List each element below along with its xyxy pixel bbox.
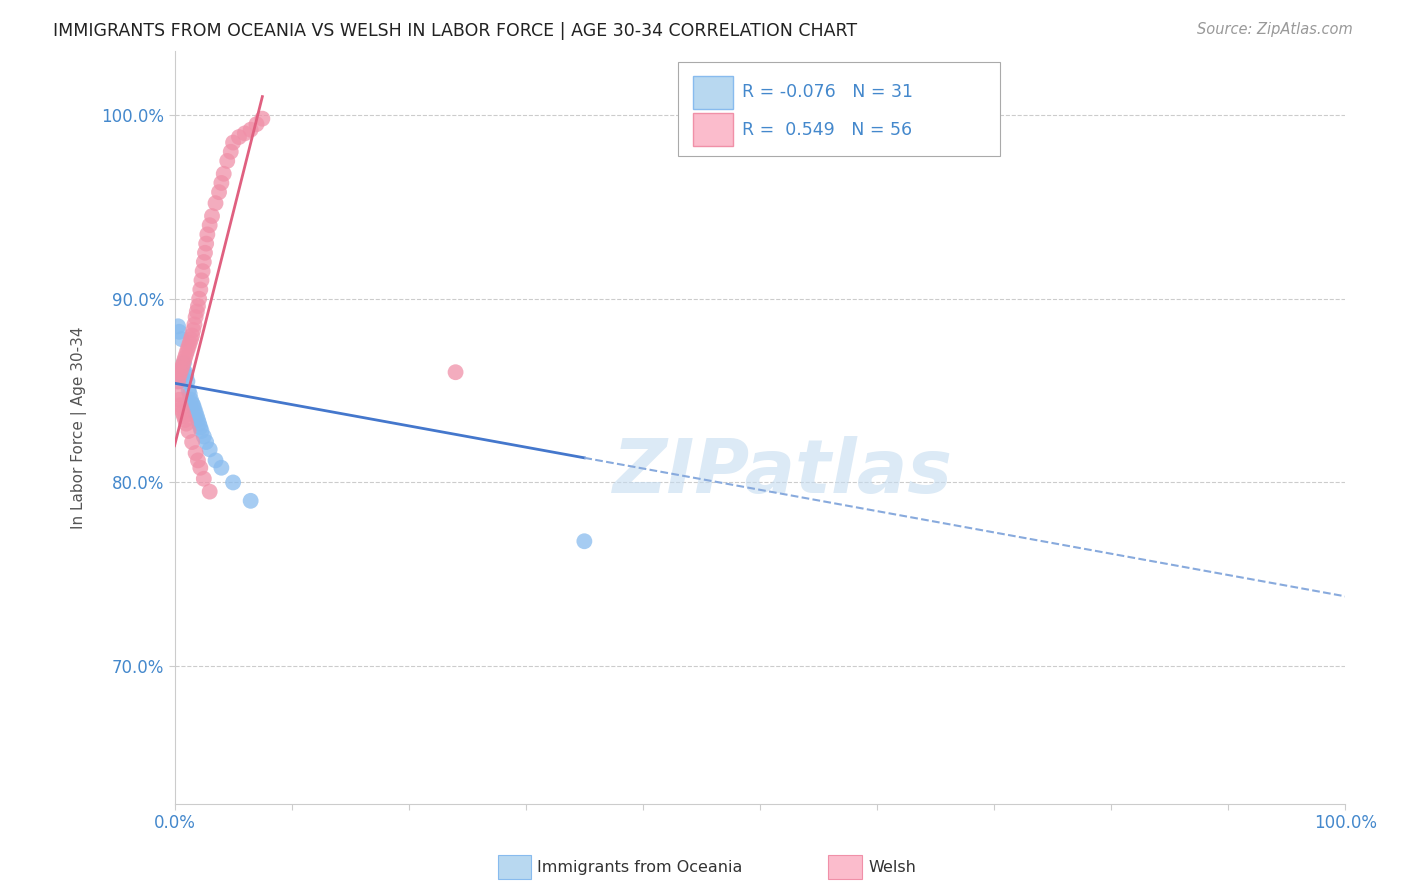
Point xyxy=(233,127,256,141)
Point xyxy=(173,356,195,370)
Point xyxy=(574,534,596,549)
Point xyxy=(170,401,193,416)
Point xyxy=(172,406,194,420)
Point xyxy=(177,339,200,353)
Text: ZIPatlas: ZIPatlas xyxy=(613,436,953,509)
Point xyxy=(217,153,239,168)
Point xyxy=(245,117,267,131)
Point xyxy=(170,361,193,376)
FancyBboxPatch shape xyxy=(693,76,733,109)
Point xyxy=(174,368,197,383)
Point xyxy=(181,323,204,337)
Point xyxy=(181,435,204,450)
Point xyxy=(174,413,197,427)
Point xyxy=(186,304,208,318)
Point xyxy=(195,435,218,450)
Point xyxy=(169,365,191,379)
Point xyxy=(204,196,226,211)
Point xyxy=(177,424,200,438)
Point xyxy=(444,365,467,379)
Point xyxy=(190,424,212,438)
Point xyxy=(188,283,211,297)
Text: IMMIGRANTS FROM OCEANIA VS WELSH IN LABOR FORCE | AGE 30-34 CORRELATION CHART: IMMIGRANTS FROM OCEANIA VS WELSH IN LABO… xyxy=(53,22,858,40)
Point xyxy=(167,392,190,407)
Point xyxy=(187,299,209,313)
Point xyxy=(181,398,204,412)
Point xyxy=(172,358,194,372)
Point xyxy=(198,484,221,499)
Point xyxy=(169,365,191,379)
Point xyxy=(184,310,207,324)
Point xyxy=(173,409,195,424)
Point xyxy=(169,398,191,412)
Point xyxy=(239,122,262,136)
Point xyxy=(193,429,215,443)
Point xyxy=(219,145,242,159)
Point xyxy=(183,401,205,416)
Point xyxy=(252,112,274,126)
Point xyxy=(193,472,215,486)
Point xyxy=(174,365,197,379)
Point xyxy=(195,236,218,251)
Point xyxy=(186,409,208,424)
Point xyxy=(170,332,193,346)
Point xyxy=(176,343,198,358)
Point xyxy=(188,420,211,434)
Point xyxy=(198,442,221,457)
Point xyxy=(167,375,190,389)
Point xyxy=(181,396,204,410)
Point xyxy=(191,264,214,278)
Point xyxy=(184,446,207,460)
FancyBboxPatch shape xyxy=(693,113,733,146)
Point xyxy=(167,368,190,383)
Point xyxy=(184,406,207,420)
Text: R = -0.076   N = 31: R = -0.076 N = 31 xyxy=(742,83,914,101)
Text: Welsh: Welsh xyxy=(869,860,917,874)
Y-axis label: In Labor Force | Age 30-34: In Labor Force | Age 30-34 xyxy=(72,326,87,529)
Point xyxy=(167,319,190,334)
Point xyxy=(179,335,201,350)
Point xyxy=(195,227,218,242)
Point xyxy=(167,375,190,389)
Point xyxy=(167,325,190,339)
Point xyxy=(222,475,245,490)
Point xyxy=(193,255,215,269)
Point xyxy=(180,392,202,407)
Text: R =  0.549   N = 56: R = 0.549 N = 56 xyxy=(742,120,912,139)
Point xyxy=(181,328,204,343)
FancyBboxPatch shape xyxy=(678,62,1000,156)
Point xyxy=(173,354,195,368)
Point xyxy=(209,460,232,475)
Point xyxy=(222,136,245,150)
Point xyxy=(174,347,197,361)
Point xyxy=(190,273,212,287)
Point xyxy=(204,453,226,467)
Point xyxy=(170,368,193,383)
Point xyxy=(201,209,224,223)
Point xyxy=(188,292,211,306)
Point xyxy=(187,453,209,467)
Point xyxy=(183,318,205,332)
Point xyxy=(188,417,211,431)
Point xyxy=(208,185,231,199)
Point xyxy=(174,351,197,365)
Point xyxy=(176,375,198,389)
Point xyxy=(179,387,201,401)
Point xyxy=(172,361,194,376)
Point xyxy=(209,176,232,190)
Text: Immigrants from Oceania: Immigrants from Oceania xyxy=(537,860,742,874)
Point xyxy=(239,493,262,508)
Point xyxy=(177,384,200,398)
Point xyxy=(212,167,235,181)
Point xyxy=(228,130,250,145)
Point xyxy=(187,413,209,427)
Point xyxy=(188,460,211,475)
Text: Source: ZipAtlas.com: Source: ZipAtlas.com xyxy=(1197,22,1353,37)
Point xyxy=(180,332,202,346)
Point xyxy=(194,245,217,260)
Point xyxy=(198,218,221,232)
Point xyxy=(174,417,197,431)
Point xyxy=(167,387,190,401)
